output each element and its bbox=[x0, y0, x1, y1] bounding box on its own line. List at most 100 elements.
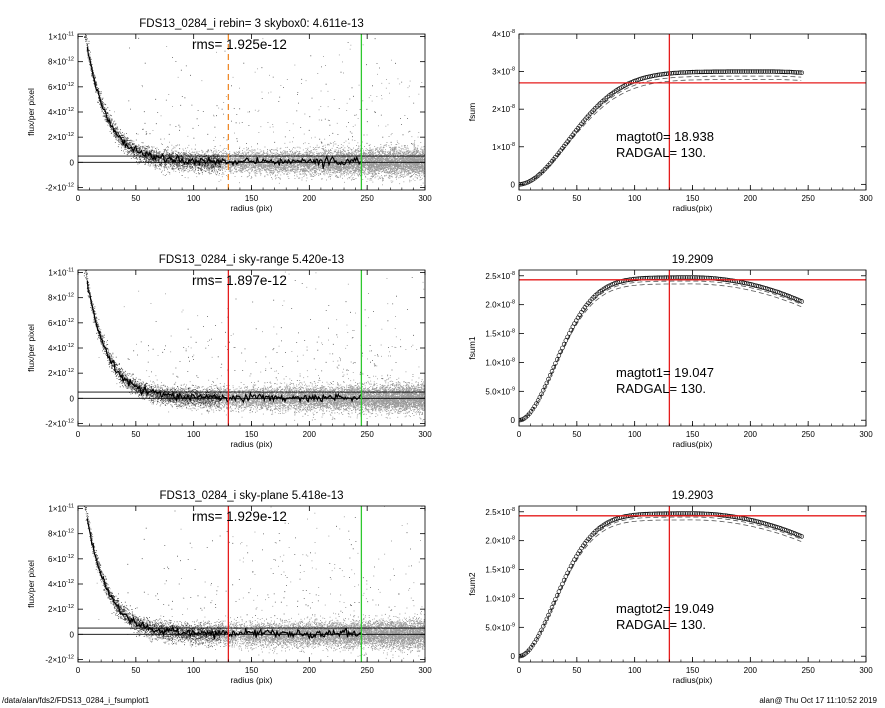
plot-area bbox=[519, 506, 866, 662]
fsum-point bbox=[563, 574, 568, 579]
fsum-point bbox=[563, 338, 568, 343]
fsum-point bbox=[733, 69, 739, 74]
x-tick-label: 200 bbox=[744, 194, 758, 203]
plot-frame bbox=[518, 505, 867, 663]
fsum-markers bbox=[519, 511, 804, 659]
fsum-markers bbox=[519, 69, 804, 187]
fsum-point bbox=[549, 605, 555, 610]
fsum-point bbox=[560, 581, 565, 587]
x-axis-label: radius(pix) bbox=[673, 675, 713, 685]
fsum-point bbox=[539, 391, 544, 397]
fsum-point bbox=[544, 616, 549, 622]
x-tick-label: 100 bbox=[628, 430, 642, 439]
fsum-point bbox=[738, 69, 744, 74]
fsum-point bbox=[653, 73, 659, 78]
x-tick-label: 250 bbox=[801, 430, 815, 439]
y-tick-label: 2×10-12 bbox=[48, 604, 74, 614]
y-tick-label: 6×10-12 bbox=[48, 318, 74, 328]
fsum-point bbox=[537, 631, 542, 636]
fsum-point bbox=[768, 69, 773, 74]
y-tick-label: 2×10-8 bbox=[492, 104, 515, 114]
x-tick-label: 150 bbox=[686, 430, 700, 439]
fsum-point bbox=[556, 589, 562, 594]
x-tick-label: 250 bbox=[360, 430, 374, 439]
plot-area bbox=[78, 270, 425, 426]
x-tick-label: 0 bbox=[76, 430, 81, 439]
profile-line bbox=[86, 280, 362, 404]
fsum-point bbox=[683, 70, 688, 75]
y-axis-label: flux/per pixel bbox=[26, 324, 36, 372]
fsum-point bbox=[568, 327, 574, 333]
x-tick-label: 250 bbox=[360, 666, 374, 675]
y-tick-label: 1×10-11 bbox=[48, 32, 74, 42]
x-tick-label: 300 bbox=[418, 666, 432, 675]
y-tick-label: 6×10-12 bbox=[48, 82, 74, 92]
y-tick-label: 3×10-8 bbox=[492, 67, 515, 77]
fsum-point bbox=[752, 69, 758, 74]
y-axis-label: flux/per pixel bbox=[26, 560, 36, 608]
x-tick-label: 100 bbox=[187, 430, 201, 439]
fsum-point bbox=[561, 341, 567, 347]
fsum-point bbox=[757, 69, 763, 74]
fsum-point bbox=[556, 353, 562, 358]
fsum-point bbox=[553, 361, 558, 366]
radgal-annotation: RADGAL= 130. bbox=[616, 145, 706, 160]
fsum-point bbox=[567, 567, 572, 572]
scatter-points-dark bbox=[84, 506, 414, 648]
y-axis-label: fsum bbox=[467, 103, 477, 121]
fsum-point bbox=[763, 69, 768, 74]
x-axis-label: radius (pix) bbox=[230, 203, 272, 213]
x-tick-label: 150 bbox=[686, 666, 700, 675]
fsum-point bbox=[712, 69, 718, 74]
y-axis-label: fsum1 bbox=[467, 336, 477, 359]
y-tick-label: 2×10-12 bbox=[48, 132, 74, 142]
x-tick-label: 200 bbox=[744, 430, 758, 439]
y-tick-label: 2×10-12 bbox=[48, 368, 74, 378]
x-tick-label: 200 bbox=[303, 194, 317, 203]
y-tick-label: 1.0×10-8 bbox=[485, 357, 515, 367]
magtot-annotation: magtot1= 19.047 bbox=[616, 365, 714, 380]
plot-frame bbox=[518, 33, 867, 191]
fsum-point bbox=[551, 601, 556, 606]
radgal-annotation: RADGAL= 130. bbox=[616, 381, 706, 396]
fsum-point bbox=[554, 357, 560, 362]
x-tick-label: 50 bbox=[131, 194, 140, 203]
fsum-dashed-curve bbox=[519, 280, 802, 421]
chart-profile-3: 0 50 100 150 200 250 300-2×10-1202×10-124×10-1… bbox=[26, 490, 432, 685]
y-tick-label: -2×10-12 bbox=[45, 418, 74, 428]
x-tick-label: 250 bbox=[360, 194, 374, 203]
x-tick-label: 0 bbox=[517, 430, 522, 439]
fsum-point bbox=[560, 345, 565, 351]
fsum-dashed-curve bbox=[519, 75, 802, 185]
y-tick-label: 1×10-11 bbox=[48, 504, 74, 514]
fsum-point bbox=[723, 69, 728, 74]
y-tick-label: 2.0×10-8 bbox=[485, 536, 515, 546]
x-tick-label: 250 bbox=[801, 194, 815, 203]
x-tick-label: 300 bbox=[418, 194, 432, 203]
y-tick-label: 8×10-12 bbox=[48, 529, 74, 539]
chart-title: FDS13_0284_i sky-range 5.420e-13 bbox=[159, 254, 344, 266]
magtot-annotation: magtot2= 19.049 bbox=[616, 601, 714, 616]
fsum-point bbox=[565, 570, 570, 576]
fsum-point bbox=[539, 627, 544, 633]
y-tick-label: 1.5×10-8 bbox=[485, 329, 515, 339]
x-axis-label: radius(pix) bbox=[673, 203, 713, 213]
fsum-point bbox=[567, 331, 572, 336]
x-tick-label: 50 bbox=[572, 194, 581, 203]
x-tick-label: 200 bbox=[303, 430, 317, 439]
x-tick-label: 150 bbox=[245, 666, 259, 675]
y-tick-label: 0 bbox=[511, 652, 516, 661]
x-tick-label: 0 bbox=[76, 666, 81, 675]
x-tick-label: 300 bbox=[859, 430, 873, 439]
y-tick-label: 1.5×10-8 bbox=[485, 565, 515, 575]
chart-fsum-1: 0 50 100 150 200 250 300 0 5.0×10-9 1.0×10-8 1.5×1… bbox=[467, 254, 873, 449]
y-tick-label: 4×10-12 bbox=[48, 579, 74, 589]
y-tick-label: 0 bbox=[70, 630, 75, 639]
fsum-point bbox=[728, 69, 733, 74]
y-tick-label: 2.0×10-8 bbox=[485, 300, 515, 310]
x-tick-label: 300 bbox=[418, 430, 432, 439]
x-tick-label: 100 bbox=[187, 666, 201, 675]
fsum-point bbox=[544, 380, 549, 386]
fsum-point bbox=[541, 624, 546, 629]
x-tick-label: 50 bbox=[131, 666, 140, 675]
